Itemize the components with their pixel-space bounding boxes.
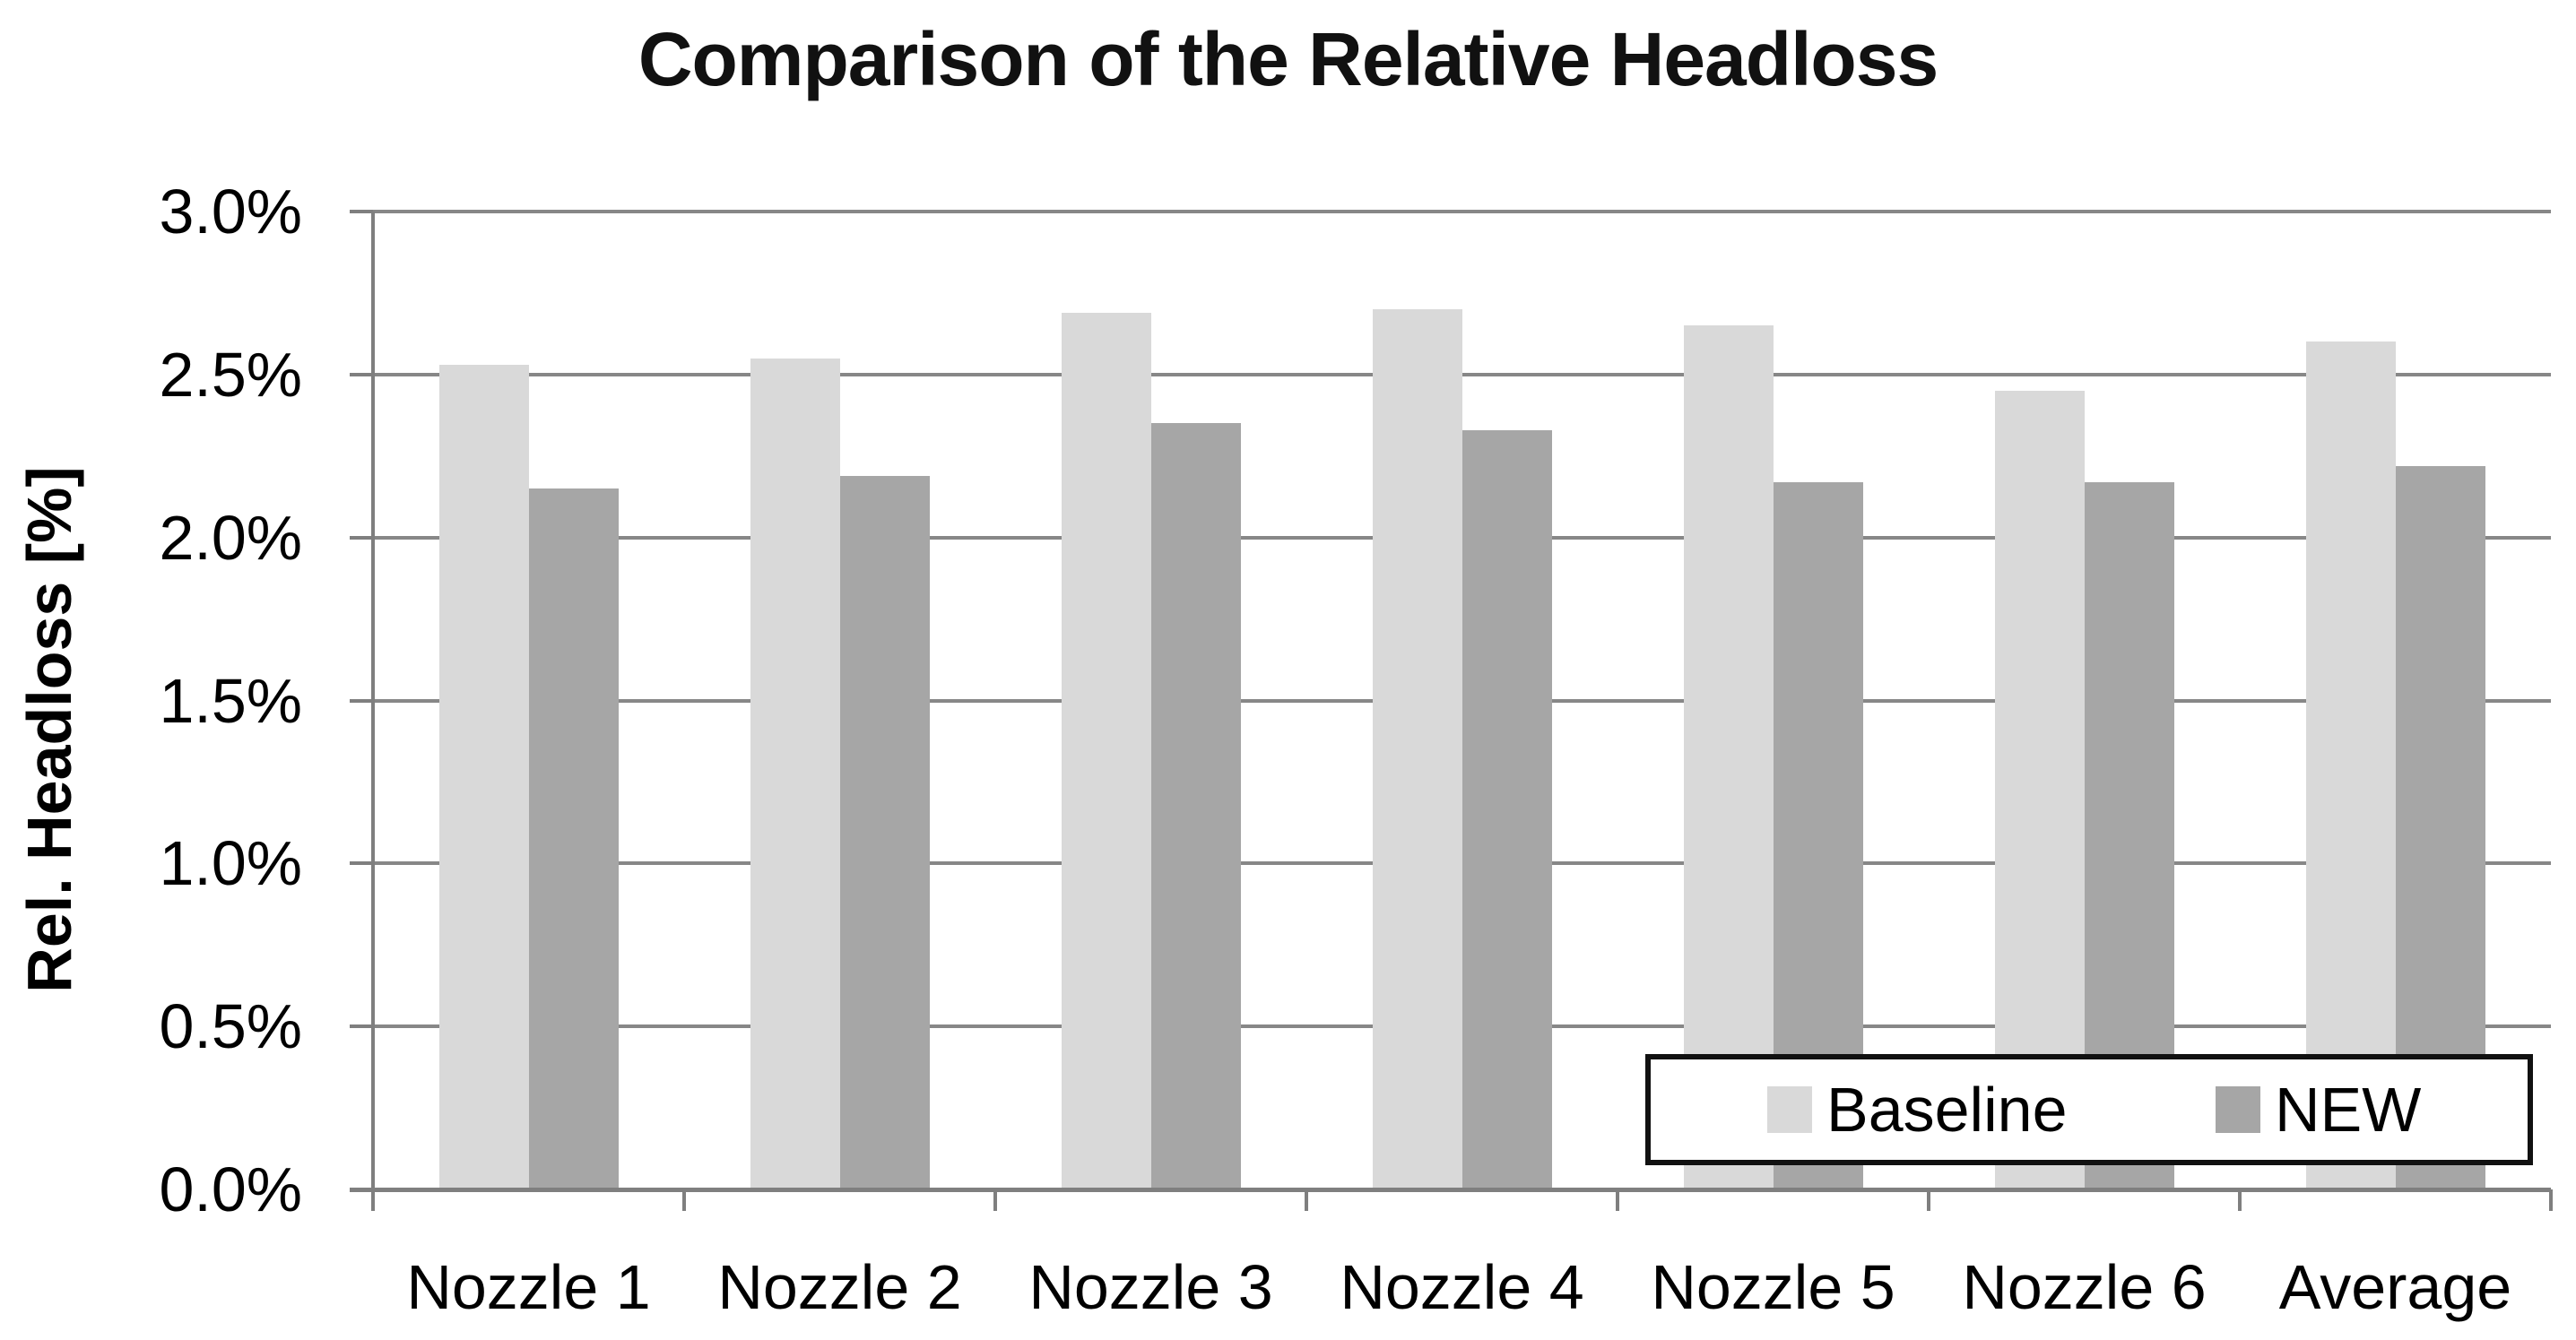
x-axis-tick <box>1616 1189 1619 1211</box>
bar-new-nozzle-4 <box>1461 429 1552 1189</box>
x-tick-label: Nozzle 2 <box>717 1252 962 1322</box>
y-axis-tick <box>350 1024 373 1029</box>
y-tick-label: 0.0% <box>159 1154 302 1224</box>
legend-label-baseline: Baseline <box>1826 1075 2068 1145</box>
legend-entry-baseline: Baseline <box>1767 1059 2068 1160</box>
x-tick-label: Nozzle 5 <box>1651 1252 1895 1322</box>
bar-baseline-nozzle-5 <box>1683 325 1774 1189</box>
y-axis-tick <box>350 698 373 703</box>
y-axis-title: Rel. Headloss [%] <box>14 466 84 993</box>
y-tick-label: 0.5% <box>159 991 302 1062</box>
legend-label-new: NEW <box>2275 1075 2422 1145</box>
y-tick-label: 1.5% <box>159 665 302 736</box>
bar-baseline-nozzle-3 <box>1061 312 1151 1189</box>
x-axis-tick <box>682 1189 686 1211</box>
x-tick-label: Nozzle 4 <box>1340 1252 1584 1322</box>
x-tick-label: Average <box>2278 1252 2512 1322</box>
x-axis-tick <box>993 1189 997 1211</box>
legend: Baseline NEW <box>1645 1054 2533 1165</box>
bar-baseline-nozzle-2 <box>750 358 840 1189</box>
bar-baseline-nozzle-4 <box>1372 309 1462 1189</box>
legend-swatch-new <box>2216 1086 2260 1133</box>
y-tick-label: 1.0% <box>159 828 302 899</box>
x-axis-tick <box>371 1189 375 1211</box>
y-axis-line <box>371 212 375 1211</box>
y-tick-label: 2.0% <box>159 502 302 573</box>
x-axis-tick <box>2549 1189 2553 1211</box>
y-tick-label: 3.0% <box>159 177 302 246</box>
legend-swatch-baseline <box>1767 1086 1812 1133</box>
x-axis-tick <box>1927 1189 1930 1211</box>
x-axis-line <box>350 1188 2551 1192</box>
y-tick-label: 2.5% <box>159 339 302 410</box>
x-tick-label: Nozzle 6 <box>1962 1252 2207 1322</box>
chart-title: Comparison of the Relative Headloss <box>637 17 1939 101</box>
y-axis-tick <box>350 1188 373 1191</box>
bar-new-nozzle-3 <box>1150 423 1241 1189</box>
y-axis-tick <box>350 210 373 213</box>
x-tick-label: Nozzle 3 <box>1028 1252 1273 1322</box>
y-axis-tick <box>350 861 373 866</box>
y-axis-tick <box>350 535 373 540</box>
gridline <box>373 372 2551 376</box>
x-axis-tick <box>1305 1189 1308 1211</box>
y-axis-tick <box>350 372 373 376</box>
gridline <box>373 210 2551 213</box>
bar-baseline-nozzle-1 <box>438 364 529 1189</box>
x-axis-tick <box>2238 1189 2242 1211</box>
bar-new-nozzle-2 <box>839 475 930 1189</box>
x-tick-label: Nozzle 1 <box>406 1252 651 1322</box>
bar-new-nozzle-1 <box>528 488 619 1189</box>
legend-entry-new: NEW <box>2216 1059 2421 1160</box>
bar-baseline-average <box>2305 341 2396 1189</box>
